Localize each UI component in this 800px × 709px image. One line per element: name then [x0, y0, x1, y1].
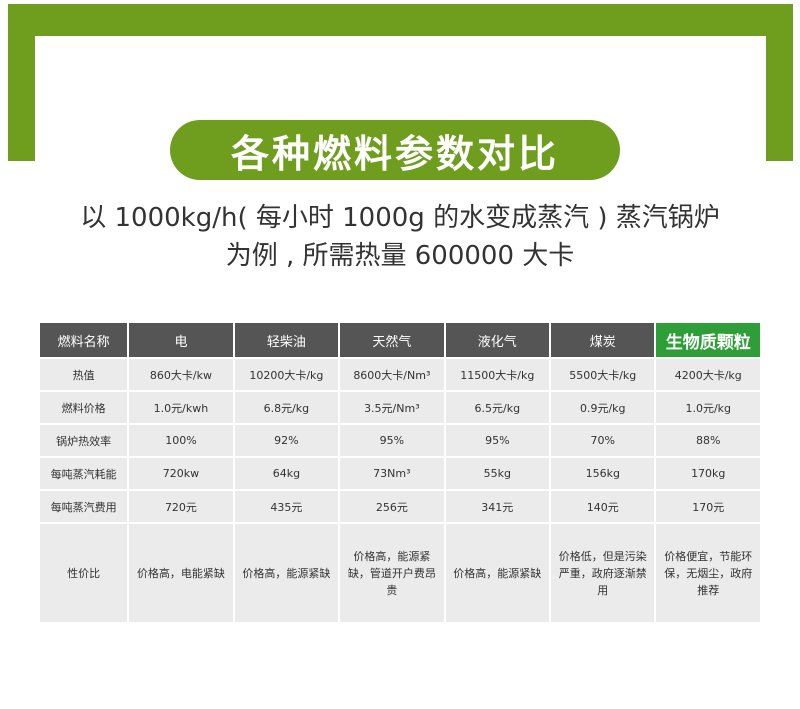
table-cell: 6.5元/kg: [445, 392, 550, 423]
table-cell: 价格高，电能紧缺: [129, 524, 233, 622]
table-cell: 435元: [234, 491, 339, 522]
table-cell: 55kg: [445, 458, 550, 489]
table-cell: 88%: [656, 425, 760, 456]
header-fuel-name: 燃料名称: [40, 323, 128, 357]
table-cell: 8600大卡/Nm³: [340, 359, 444, 390]
table-cell: 95%: [340, 425, 444, 456]
row-label: 每吨蒸汽耗能: [40, 458, 128, 489]
table-cell: 0.9元/kg: [551, 392, 655, 423]
header-coal: 煤炭: [551, 323, 655, 357]
table-cell: 1.0元/kwh: [129, 392, 233, 423]
table-cell: 4200大卡/kg: [656, 359, 760, 390]
table-cell: 720kw: [129, 458, 233, 489]
table-row: 性价比 价格高，电能紧缺 价格高，能源紧缺 价格高，能源紧缺，管道开户费昂贵 价…: [40, 524, 760, 622]
table-cell: 价格便宜，节能环保，无烟尘，政府推荐: [656, 524, 760, 622]
header-lpg: 液化气: [445, 323, 550, 357]
table-row: 热值 860大卡/kw 10200大卡/kg 8600大卡/Nm³ 11500大…: [40, 359, 760, 390]
table-cell: 256元: [340, 491, 444, 522]
header-natural-gas: 天然气: [340, 323, 444, 357]
table-cell: 6.8元/kg: [234, 392, 339, 423]
header-biomass-pellet: 生物质颗粒: [656, 323, 760, 357]
table-row: 锅炉热效率 100% 92% 95% 95% 70% 88%: [40, 425, 760, 456]
row-label: 燃料价格: [40, 392, 128, 423]
table-row: 每吨蒸汽耗能 720kw 64kg 73Nm³ 55kg 156kg 170kg: [40, 458, 760, 489]
table-header-row: 燃料名称 电 轻柴油 天然气 液化气 煤炭 生物质颗粒: [40, 323, 760, 357]
table-cell: 1.0元/kg: [656, 392, 760, 423]
header-electricity: 电: [129, 323, 233, 357]
table-cell: 720元: [129, 491, 233, 522]
table-cell: 3.5元/Nm³: [340, 392, 444, 423]
table-cell: 92%: [234, 425, 339, 456]
table-cell: 价格高，能源紧缺: [234, 524, 339, 622]
table-cell: 170元: [656, 491, 760, 522]
header-light-diesel: 轻柴油: [234, 323, 339, 357]
row-label: 性价比: [40, 524, 128, 622]
table-cell: 156kg: [551, 458, 655, 489]
table-cell: 11500大卡/kg: [445, 359, 550, 390]
table-cell: 10200大卡/kg: [234, 359, 339, 390]
table-cell: 价格低，但是污染严重，政府逐渐禁用: [551, 524, 655, 622]
table-cell: 价格高，能源紧缺: [445, 524, 550, 622]
table-cell: 95%: [445, 425, 550, 456]
subtitle-line-2: 为例 , 所需热量 600000 大卡: [225, 241, 575, 271]
table-row: 每吨蒸汽费用 720元 435元 256元 341元 140元 170元: [40, 491, 760, 522]
table-cell: 860大卡/kw: [129, 359, 233, 390]
table-cell: 64kg: [234, 458, 339, 489]
table-cell: 341元: [445, 491, 550, 522]
table-cell: 价格高，能源紧缺，管道开户费昂贵: [340, 524, 444, 622]
table-row: 燃料价格 1.0元/kwh 6.8元/kg 3.5元/Nm³ 6.5元/kg 0…: [40, 392, 760, 423]
row-label: 每吨蒸汽费用: [40, 491, 128, 522]
table-cell: 170kg: [656, 458, 760, 489]
row-label: 锅炉热效率: [40, 425, 128, 456]
fuel-comparison-table: 燃料名称 电 轻柴油 天然气 液化气 煤炭 生物质颗粒 热值 860大卡/kw …: [38, 321, 762, 624]
table-cell: 73Nm³: [340, 458, 444, 489]
table-cell: 100%: [129, 425, 233, 456]
table-cell: 140元: [551, 491, 655, 522]
subtitle-line-1: 以 1000kg/h( 每小时 1000g 的水变成蒸汽 ) 蒸汽锅炉: [80, 203, 720, 233]
table-cell: 70%: [551, 425, 655, 456]
row-label: 热值: [40, 359, 128, 390]
page-title: 各种燃料参数对比: [170, 120, 620, 180]
table-cell: 5500大卡/kg: [551, 359, 655, 390]
